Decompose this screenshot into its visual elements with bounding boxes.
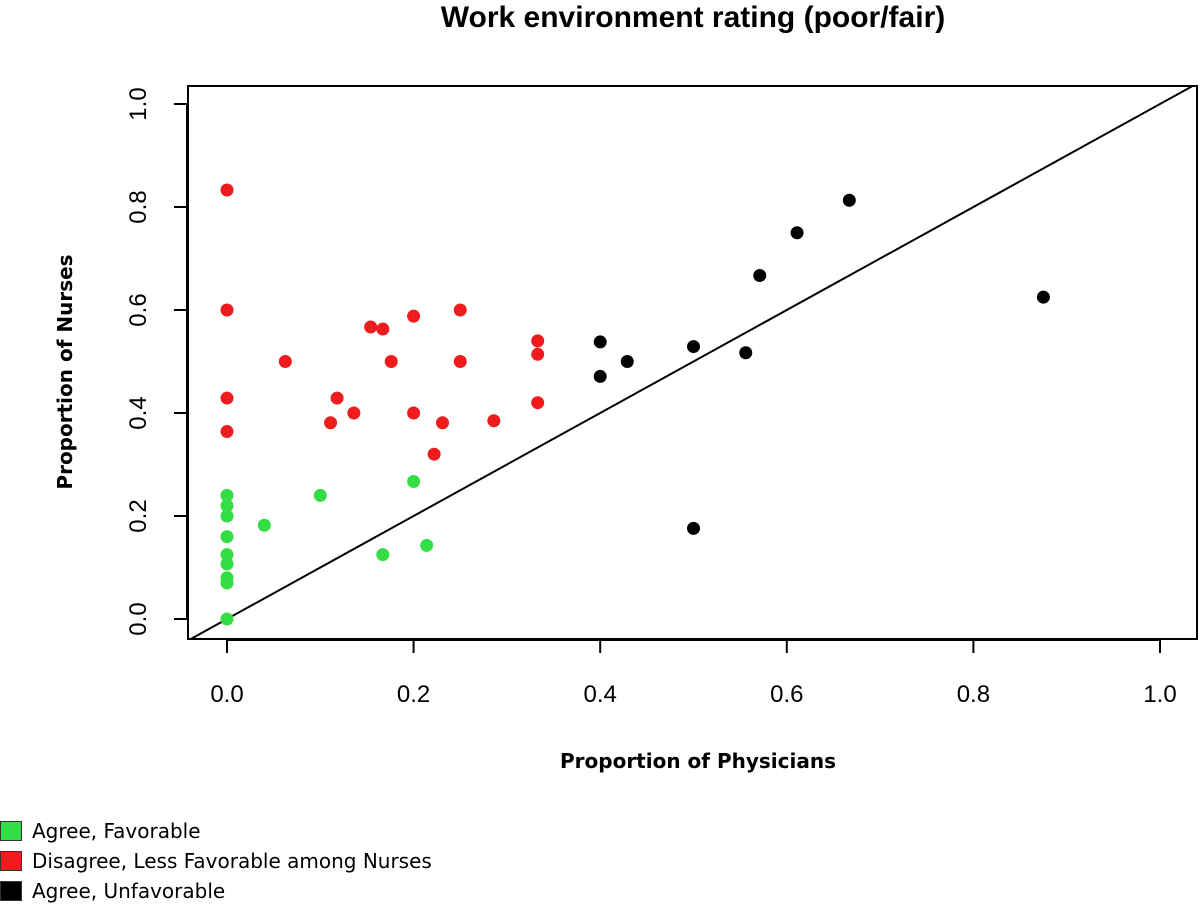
y-tick-label: 0.6 [125,293,152,326]
point-series-0 [220,571,234,585]
legend-label: Agree, Unfavorable [32,879,226,903]
point-series-1 [220,303,234,317]
point-series-1 [436,416,450,430]
point-series-0 [220,509,234,523]
point-series-0 [420,538,434,552]
point-series-0 [220,499,234,513]
x-tick-label: 0.6 [770,681,803,708]
point-series-1 [364,320,378,334]
point-series-2 [842,193,856,207]
legend: Agree, Favorable Disagree, Less Favorabl… [0,816,432,906]
legend-swatch-black [0,881,22,901]
point-series-1 [220,391,234,405]
point-series-2 [687,521,700,535]
point-series-1 [453,355,467,368]
point-series-2 [593,369,607,383]
chart-title: Work environment rating (poor/fair) [441,1,945,34]
point-series-1 [531,334,545,348]
x-tick-label: 0.8 [957,681,990,708]
x-tick-label: 1.0 [1143,681,1176,708]
point-series-0 [257,518,271,532]
y-tick-label: 0.8 [125,190,152,223]
legend-item-agree-unfavorable: Agree, Unfavorable [0,876,432,906]
point-series-1 [347,406,361,420]
point-series-0 [376,548,390,562]
point-series-1 [531,396,545,410]
y-axis: 0.0 0.2 0.4 0.6 0.8 1.0 [125,87,188,636]
y-tick-label: 1.0 [125,87,152,120]
point-series-1 [384,355,398,368]
point-series-0 [313,488,327,502]
legend-swatch-green [0,821,22,841]
point-series-2 [620,355,634,368]
legend-label: Agree, Favorable [32,819,201,843]
point-series-2 [687,340,700,354]
point-series-1 [376,322,390,336]
point-series-1 [531,347,545,361]
point-series-0 [220,557,234,571]
point-series-2 [790,226,804,240]
point-series-1 [220,425,234,439]
x-tick-label: 0.4 [584,681,617,708]
legend-item-disagree: Disagree, Less Favorable among Nurses [0,846,432,876]
point-series-0 [220,488,234,502]
y-axis-label: Proportion of Nurses [53,254,77,489]
y-tick-label: 0.4 [125,396,152,429]
point-series-1 [407,309,421,323]
y-tick-label: 0.2 [125,499,152,532]
legend-label: Disagree, Less Favorable among Nurses [32,849,432,873]
point-series-1 [453,303,467,317]
point-series-0 [220,530,234,544]
point-series-2 [753,268,767,282]
legend-item-agree-favorable: Agree, Favorable [0,816,432,846]
x-tick-label: 0.0 [210,681,243,708]
point-series-2 [1036,290,1050,304]
point-series-1 [487,414,501,428]
x-axis: 0.0 0.2 0.4 0.6 0.8 1.0 [210,639,1177,708]
point-series-2 [739,346,753,360]
point-series-1 [278,355,292,368]
x-axis-label: Proportion of Physicians [560,749,836,773]
point-series-2 [593,335,607,349]
point-series-1 [324,416,338,430]
point-series-1 [330,391,344,405]
data-points [220,183,1050,626]
reference-diagonal-line [190,85,1194,640]
point-series-0 [220,548,234,562]
point-series-1 [407,406,421,420]
point-series-0 [220,612,234,626]
point-series-1 [220,183,234,197]
point-series-0 [407,474,421,488]
point-series-1 [427,447,441,461]
y-tick-label: 0.0 [125,602,152,635]
legend-swatch-red [0,851,22,871]
x-tick-label: 0.2 [397,681,430,708]
